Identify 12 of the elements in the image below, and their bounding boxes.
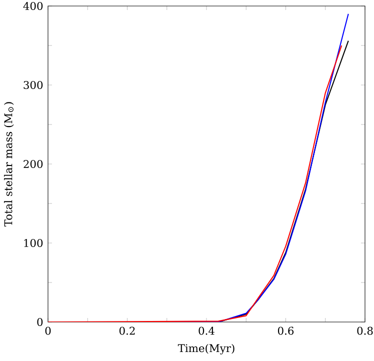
x-tick-label: 0.8: [357, 326, 373, 335]
x-tick-label: 0.4: [198, 326, 214, 335]
y-tick-label: 0: [37, 318, 43, 326]
y-tick-label: 200: [24, 160, 43, 168]
x-tick-label: 0.6: [278, 326, 294, 335]
y-tick-label: 100: [24, 238, 43, 248]
y-tick-label: 300: [24, 80, 43, 90]
x-axis-title: Time(Myr): [178, 344, 234, 354]
y-axis-title: Total stellar mass (M$_{⊙}$): [4, 102, 14, 227]
y-tick-label: 400: [23, 2, 43, 10]
x-tick-label: 0: [45, 326, 51, 335]
x-tick-label: 0.2: [119, 326, 135, 335]
